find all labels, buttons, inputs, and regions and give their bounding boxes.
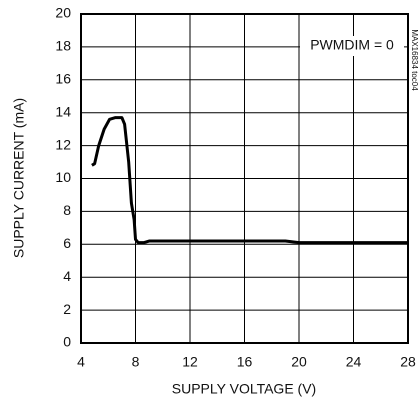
- x-tick-label: 4: [77, 354, 85, 370]
- x-tick-label: 24: [346, 354, 362, 370]
- x-tick-label: 8: [132, 354, 140, 370]
- y-tick-label: 6: [63, 235, 71, 251]
- y-tick-label: 12: [55, 136, 71, 152]
- y-tick-label: 8: [63, 202, 71, 218]
- y-axis-label: SUPPLY CURRENT (mA): [11, 98, 27, 258]
- annotation-box: [300, 36, 404, 56]
- data-line: [91, 116, 408, 245]
- plot-frame: [80, 13, 409, 344]
- y-tick-label: 16: [55, 71, 71, 87]
- y-tick-label: 14: [55, 103, 71, 119]
- y-tick-label: 20: [55, 5, 71, 21]
- x-tick-label: 16: [237, 354, 253, 370]
- x-tick-label: 20: [291, 354, 307, 370]
- x-tick-label: 12: [182, 354, 198, 370]
- y-tick-label: 2: [63, 301, 71, 317]
- x-axis-label: SUPPLY VOLTAGE (V): [172, 381, 316, 397]
- y-tick-label: 18: [55, 38, 71, 54]
- y-tick-label: 4: [63, 268, 71, 284]
- watermark: MAX16834 toc04: [410, 29, 419, 91]
- y-tick-label: 0: [63, 334, 71, 350]
- x-tick-label: 28: [400, 354, 416, 370]
- y-tick-label: 10: [55, 169, 71, 185]
- annotation: PWMDIM = 0: [310, 37, 394, 53]
